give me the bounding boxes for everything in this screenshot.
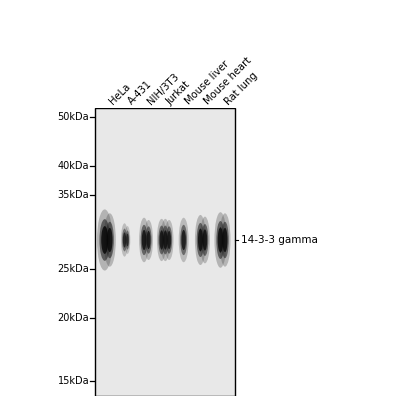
Ellipse shape — [221, 222, 229, 258]
Text: 15kDa: 15kDa — [58, 376, 89, 386]
Text: 50kDa: 50kDa — [58, 112, 89, 122]
Ellipse shape — [123, 232, 126, 248]
Ellipse shape — [104, 213, 116, 267]
Text: 40kDa: 40kDa — [58, 160, 89, 170]
Ellipse shape — [126, 230, 129, 250]
Ellipse shape — [179, 218, 189, 262]
Ellipse shape — [144, 220, 153, 260]
Ellipse shape — [222, 228, 228, 252]
Text: 25kDa: 25kDa — [57, 264, 89, 274]
Ellipse shape — [202, 224, 208, 256]
Ellipse shape — [219, 213, 231, 267]
Ellipse shape — [106, 222, 114, 258]
Ellipse shape — [125, 226, 130, 254]
Ellipse shape — [142, 230, 146, 250]
Ellipse shape — [161, 219, 170, 261]
Ellipse shape — [215, 212, 226, 268]
Ellipse shape — [200, 217, 210, 263]
Ellipse shape — [107, 228, 112, 252]
Ellipse shape — [160, 230, 164, 250]
Ellipse shape — [101, 226, 108, 254]
Ellipse shape — [99, 219, 110, 261]
Text: 35kDa: 35kDa — [58, 190, 89, 200]
Ellipse shape — [218, 227, 223, 253]
Ellipse shape — [141, 225, 147, 255]
Ellipse shape — [165, 220, 174, 260]
Ellipse shape — [167, 231, 171, 249]
Ellipse shape — [157, 219, 166, 261]
Bar — [95, 108, 235, 396]
Ellipse shape — [182, 230, 186, 250]
Ellipse shape — [217, 221, 225, 259]
Ellipse shape — [122, 229, 127, 251]
Ellipse shape — [203, 229, 207, 250]
Ellipse shape — [163, 230, 167, 250]
Ellipse shape — [145, 226, 152, 254]
Ellipse shape — [162, 226, 169, 254]
Ellipse shape — [180, 225, 187, 255]
Ellipse shape — [121, 223, 128, 257]
Ellipse shape — [196, 223, 204, 257]
Ellipse shape — [126, 234, 129, 246]
Ellipse shape — [97, 210, 112, 270]
Ellipse shape — [139, 218, 149, 262]
Ellipse shape — [198, 229, 203, 251]
Ellipse shape — [158, 226, 165, 254]
Ellipse shape — [147, 231, 151, 249]
Text: 20kDa: 20kDa — [58, 313, 89, 323]
Text: 14-3-3 gamma: 14-3-3 gamma — [241, 235, 318, 245]
Ellipse shape — [166, 226, 172, 254]
Ellipse shape — [195, 215, 206, 265]
